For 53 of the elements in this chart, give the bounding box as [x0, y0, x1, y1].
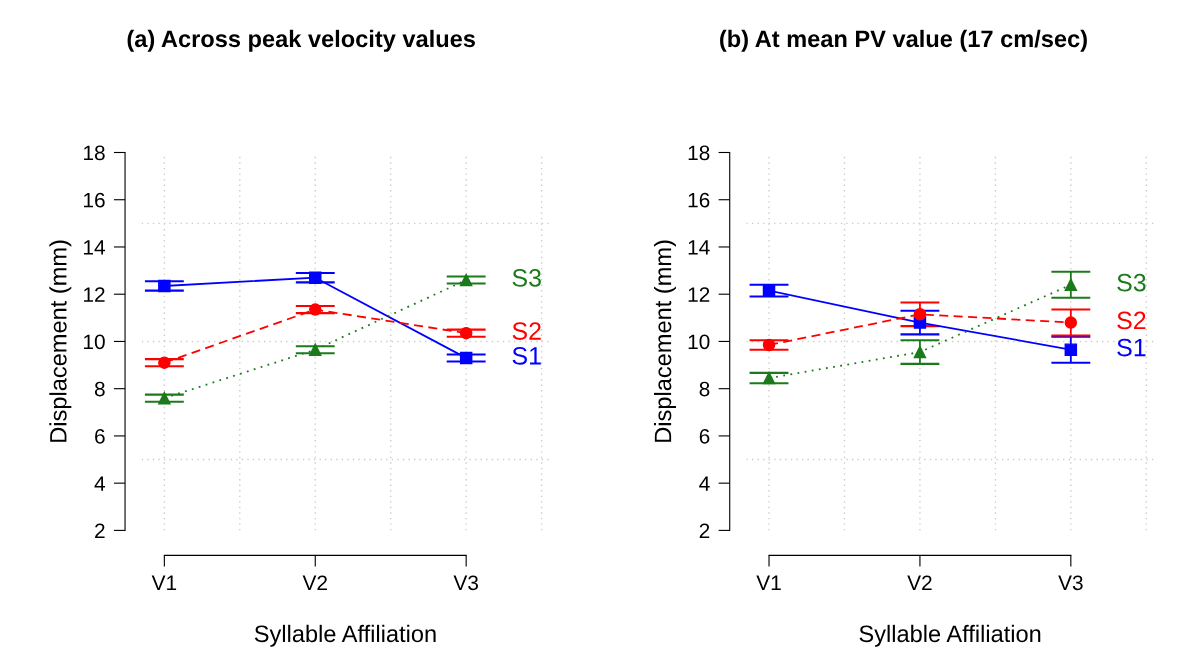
y-tick-label: 8	[94, 381, 105, 397]
chart-title: (a) Across peak velocity values	[127, 29, 475, 52]
y-tick-label: 2	[699, 523, 710, 538]
y-tick-label: 6	[699, 428, 710, 444]
series-label: S1	[1117, 338, 1146, 357]
point	[158, 356, 171, 369]
point	[762, 284, 776, 297]
point	[309, 343, 322, 356]
point	[913, 308, 927, 321]
y-tick-label: 18	[84, 145, 105, 161]
series-label: S3	[1117, 273, 1146, 292]
y-tick-label: 4	[94, 476, 105, 491]
y-tick-label: 12	[688, 287, 710, 302]
y-tick-label: 18	[688, 145, 710, 161]
series-label: S2	[1117, 311, 1146, 330]
x-tick-label: V1	[151, 575, 177, 590]
point	[459, 351, 473, 365]
point	[913, 345, 927, 359]
y-tick-label: 14	[84, 240, 105, 255]
point	[158, 391, 171, 405]
y-tick-label: 8	[699, 381, 710, 397]
x-tick-label: V3	[453, 575, 478, 591]
y-tick-label: 10	[688, 334, 710, 350]
x-axis-title: Syllable Affiliation	[859, 624, 1041, 647]
y-tick-label: 12	[84, 287, 105, 302]
x-tick-label: V2	[302, 575, 327, 590]
y-tick-label: 16	[84, 192, 105, 208]
point	[762, 338, 776, 352]
y-tick-label: 14	[688, 240, 710, 255]
y-tick-label: 4	[699, 476, 710, 491]
point	[459, 273, 473, 287]
y-tick-label: 6	[95, 428, 105, 444]
point	[1064, 343, 1078, 356]
series-label: S1	[512, 346, 541, 365]
y-tick-label: 10	[84, 334, 105, 350]
series-label: S3	[512, 269, 541, 287]
point	[1064, 316, 1078, 329]
x-axis-title: Syllable Affiliation	[254, 624, 436, 647]
point	[309, 303, 322, 316]
point	[762, 371, 776, 385]
y-axis-title: Displacement (mm)	[49, 240, 72, 442]
series-label: S2	[512, 322, 541, 340]
chart-title: (b) At mean PV value (17 cm/sec)	[720, 29, 1087, 52]
y-tick-label: 16	[688, 192, 710, 208]
point	[459, 326, 473, 340]
point	[158, 279, 171, 293]
x-tick-label: V1	[756, 575, 781, 590]
x-tick-label: V3	[1058, 575, 1083, 591]
x-tick-label: V2	[907, 575, 932, 590]
point	[309, 271, 322, 284]
y-tick-label: 2	[95, 523, 105, 538]
point	[1064, 278, 1078, 292]
y-axis-title: Displacement (mm)	[653, 240, 676, 442]
